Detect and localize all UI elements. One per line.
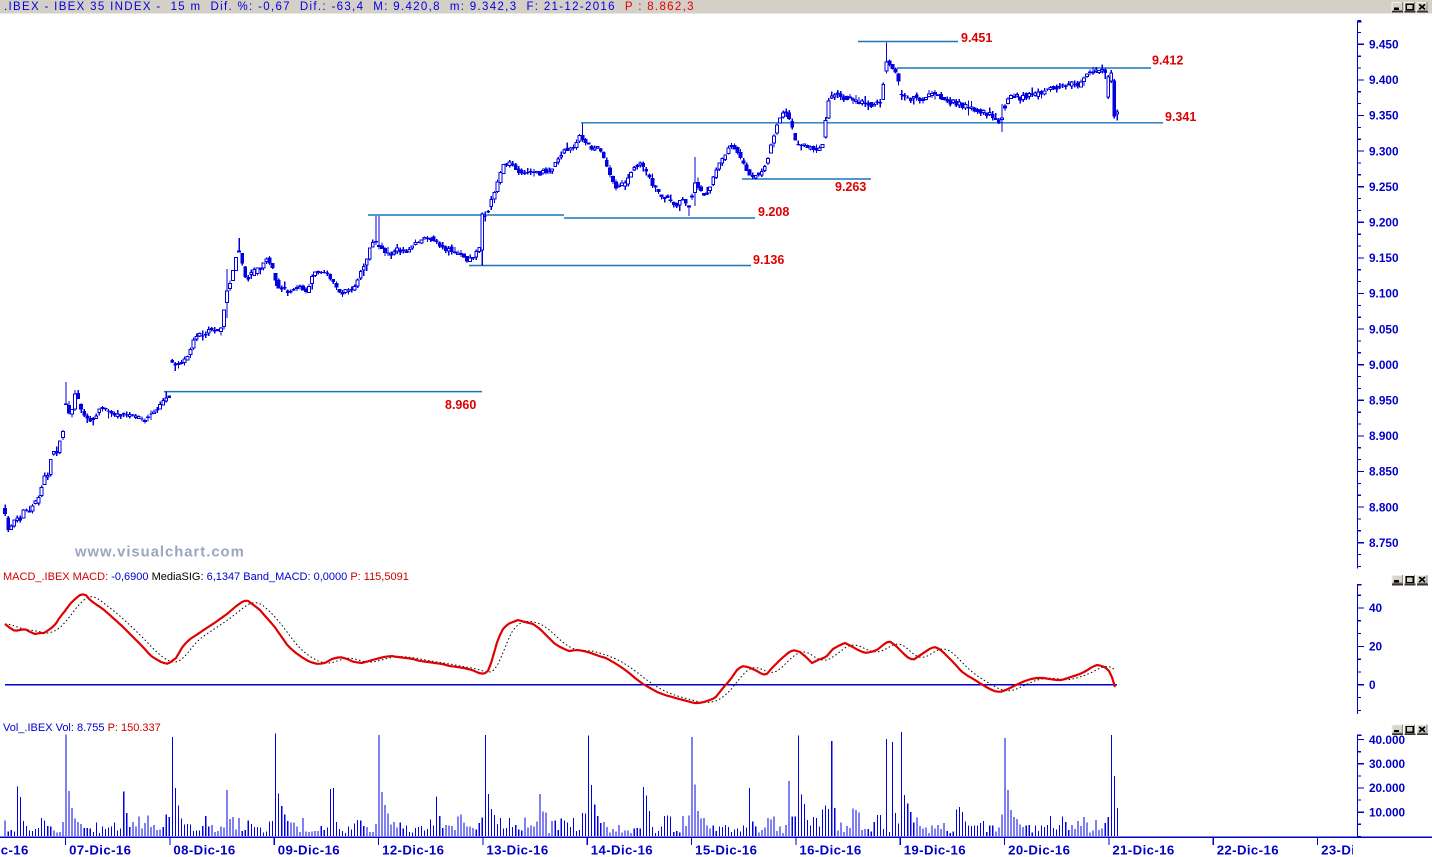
svg-text:9.341: 9.341 <box>1165 110 1196 124</box>
svg-text:9.200: 9.200 <box>1369 216 1399 230</box>
svg-text:13-Dic-16: 13-Dic-16 <box>486 843 548 857</box>
svg-text:12-Dic-16: 12-Dic-16 <box>382 843 444 857</box>
svg-text:8.900: 8.900 <box>1369 429 1399 443</box>
svg-text:19-Dic-16: 19-Dic-16 <box>904 843 966 857</box>
svg-text:15-Dic-16: 15-Dic-16 <box>695 843 757 857</box>
svg-text:14-Dic-16: 14-Dic-16 <box>591 843 653 857</box>
svg-text:9.450: 9.450 <box>1369 38 1399 52</box>
svg-text:www.visualchart.com: www.visualchart.com <box>74 545 245 561</box>
svg-text:16-Dic-16: 16-Dic-16 <box>799 843 861 857</box>
svg-text:9.150: 9.150 <box>1369 251 1399 265</box>
svg-text:9.208: 9.208 <box>758 205 789 219</box>
svg-text:8.960: 8.960 <box>445 398 476 412</box>
svg-text:20: 20 <box>1369 640 1383 654</box>
svg-text:8.950: 8.950 <box>1369 394 1399 408</box>
svg-text:9.250: 9.250 <box>1369 180 1399 194</box>
svg-text:0: 0 <box>1369 678 1376 692</box>
svg-text:9.100: 9.100 <box>1369 287 1399 301</box>
svg-text:9.451: 9.451 <box>961 31 992 45</box>
svg-text:9.263: 9.263 <box>835 180 866 194</box>
svg-text:07-Dic-16: 07-Dic-16 <box>69 843 131 857</box>
svg-text:40.000: 40.000 <box>1369 733 1406 747</box>
svg-text:08-Dic-16: 08-Dic-16 <box>173 843 235 857</box>
svg-text:9.050: 9.050 <box>1369 322 1399 336</box>
svg-text:20-Dic-16: 20-Dic-16 <box>1008 843 1070 857</box>
svg-text:10.000: 10.000 <box>1369 805 1406 819</box>
svg-text:.IBEX - IBEX 35 INDEX - 15 m: .IBEX - IBEX 35 INDEX - 15 m Dif. %: -0,… <box>4 1 695 13</box>
svg-text:20.000: 20.000 <box>1369 781 1406 795</box>
svg-text:30.000: 30.000 <box>1369 757 1406 771</box>
svg-text:9.350: 9.350 <box>1369 109 1399 123</box>
svg-text:9.412: 9.412 <box>1152 54 1183 68</box>
svg-text:40: 40 <box>1369 601 1383 615</box>
svg-text:Vol_.IBEX Vol: 8.755 P: 150.33: Vol_.IBEX Vol: 8.755 P: 150.337 <box>3 722 161 734</box>
svg-text:21-Dic-16: 21-Dic-16 <box>1112 843 1174 857</box>
svg-text:MACD_.IBEX MACD: -0,6900 Media: MACD_.IBEX MACD: -0,6900 MediaSIG: 6,134… <box>3 571 409 583</box>
svg-text:9.300: 9.300 <box>1369 144 1399 158</box>
svg-text:06-Dic-16: 06-Dic-16 <box>0 843 29 857</box>
svg-text:23-Dic-16: 23-Dic-16 <box>1321 843 1383 857</box>
svg-text:9.000: 9.000 <box>1369 358 1399 372</box>
svg-text:8.750: 8.750 <box>1369 536 1399 550</box>
svg-text:22-Dic-16: 22-Dic-16 <box>1217 843 1279 857</box>
svg-text:9.136: 9.136 <box>753 253 784 267</box>
svg-text:8.850: 8.850 <box>1369 465 1399 479</box>
svg-text:9.400: 9.400 <box>1369 73 1399 87</box>
svg-text:8.800: 8.800 <box>1369 500 1399 514</box>
svg-text:09-Dic-16: 09-Dic-16 <box>278 843 340 857</box>
